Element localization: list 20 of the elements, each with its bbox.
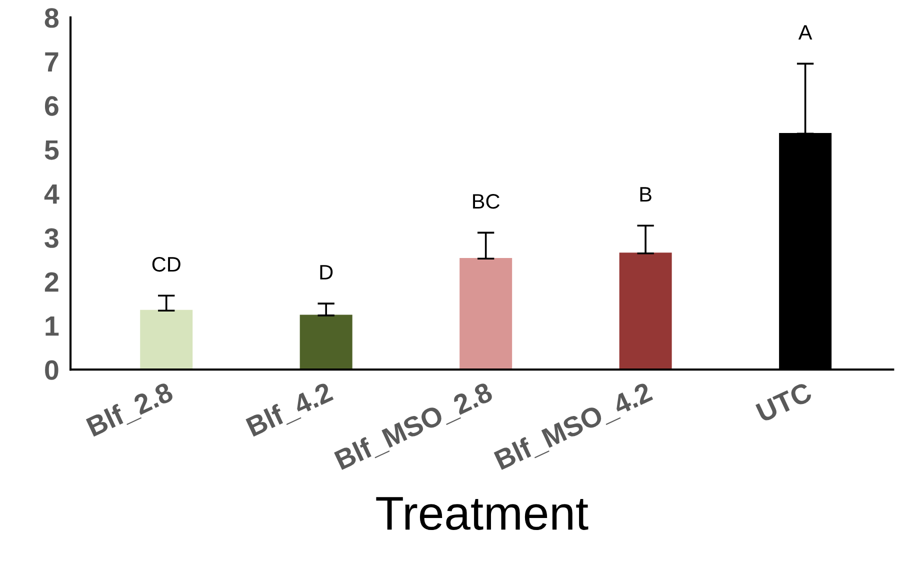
y-tick-label: 5 xyxy=(44,140,59,160)
y-tick-label: 1 xyxy=(46,316,59,336)
y-tick-label: 2 xyxy=(44,272,58,292)
annotation: D xyxy=(320,265,333,280)
y-tick-label: 8 xyxy=(44,8,59,28)
annotation: CD xyxy=(152,256,180,272)
bar xyxy=(300,314,352,370)
x-axis-title: Treatment xyxy=(376,497,588,530)
y-tick-label: 0 xyxy=(45,360,58,380)
y-tick-label: 7 xyxy=(45,52,58,72)
y-tick-label: 4 xyxy=(44,184,60,204)
y-tick-label: 3 xyxy=(44,228,58,248)
y-tick-label: 6 xyxy=(44,96,58,116)
bar xyxy=(140,310,193,370)
bar xyxy=(619,252,672,370)
annotation: B xyxy=(640,187,652,202)
bar xyxy=(460,258,512,370)
annotation: A xyxy=(798,25,812,40)
x-tick-label: UTC xyxy=(755,382,814,423)
annotation: BC xyxy=(473,194,500,209)
